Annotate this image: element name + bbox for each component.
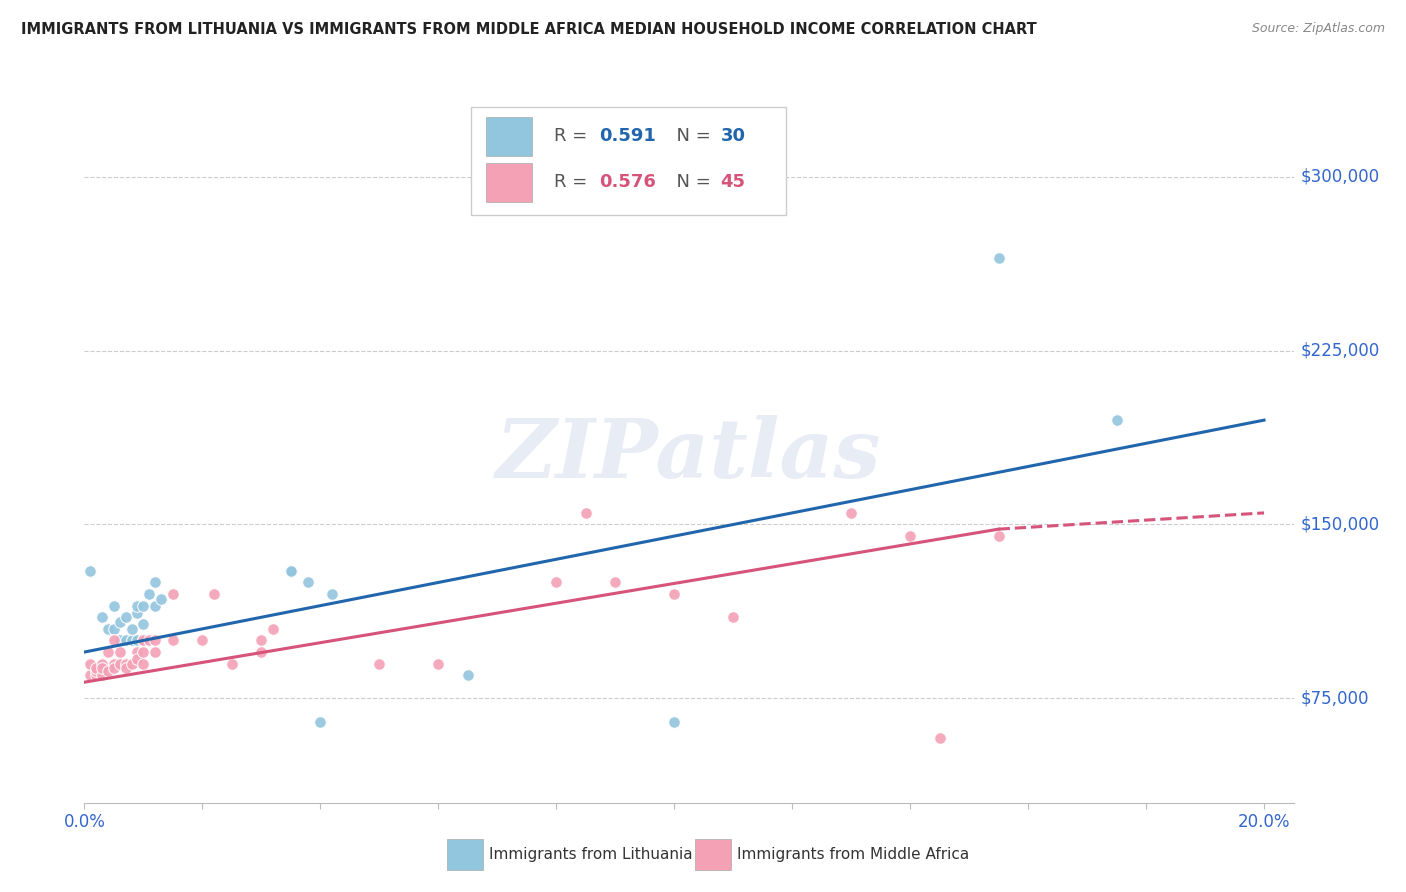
Point — [250, 645, 273, 659]
Point — [108, 657, 131, 671]
Point — [280, 564, 302, 578]
Point — [143, 633, 166, 648]
Point — [79, 564, 101, 578]
Text: N =: N = — [665, 128, 716, 145]
Text: ZIPatlas: ZIPatlas — [496, 415, 882, 495]
Point — [143, 575, 166, 590]
Point — [108, 615, 131, 629]
Point — [127, 599, 149, 613]
Text: $150,000: $150,000 — [1301, 516, 1379, 533]
Point — [987, 251, 1010, 265]
Point — [664, 587, 686, 601]
Point — [84, 664, 107, 678]
Point — [138, 633, 160, 648]
Text: Immigrants from Middle Africa: Immigrants from Middle Africa — [737, 847, 970, 862]
Point — [898, 529, 921, 543]
Point — [143, 645, 166, 659]
Point — [250, 633, 273, 648]
Text: N =: N = — [665, 173, 716, 191]
Point — [114, 610, 136, 624]
Bar — [486, 118, 531, 156]
Point — [605, 575, 627, 590]
Point — [280, 564, 302, 578]
Point — [132, 657, 155, 671]
FancyBboxPatch shape — [471, 107, 786, 215]
Point — [664, 714, 686, 729]
Point — [132, 599, 155, 613]
Point — [103, 633, 125, 648]
Point — [97, 664, 120, 678]
Point — [114, 633, 136, 648]
Point — [121, 633, 143, 648]
Point — [79, 657, 101, 671]
Point — [309, 714, 332, 729]
Point — [91, 661, 114, 675]
Point — [97, 645, 120, 659]
Point — [150, 591, 173, 606]
Point — [457, 668, 479, 682]
Point — [132, 645, 155, 659]
Point — [114, 657, 136, 671]
Point — [839, 506, 862, 520]
Point — [262, 622, 284, 636]
Text: $225,000: $225,000 — [1301, 342, 1379, 359]
Text: Source: ZipAtlas.com: Source: ZipAtlas.com — [1251, 22, 1385, 36]
Point — [721, 610, 744, 624]
Point — [127, 606, 149, 620]
Text: R =: R = — [554, 173, 592, 191]
Text: IMMIGRANTS FROM LITHUANIA VS IMMIGRANTS FROM MIDDLE AFRICA MEDIAN HOUSEHOLD INCO: IMMIGRANTS FROM LITHUANIA VS IMMIGRANTS … — [21, 22, 1036, 37]
Point — [114, 661, 136, 675]
Point — [97, 622, 120, 636]
Point — [103, 622, 125, 636]
Point — [84, 661, 107, 675]
Point — [202, 587, 225, 601]
Text: 45: 45 — [720, 173, 745, 191]
Point — [127, 652, 149, 666]
Bar — [486, 163, 531, 202]
Point — [368, 657, 391, 671]
Bar — [695, 839, 731, 871]
Point — [191, 633, 214, 648]
Point — [138, 587, 160, 601]
Point — [103, 599, 125, 613]
Point — [127, 633, 149, 648]
Text: 0.576: 0.576 — [599, 173, 657, 191]
Point — [162, 587, 184, 601]
Bar — [447, 839, 484, 871]
Point — [91, 610, 114, 624]
Point — [221, 657, 243, 671]
Point — [162, 633, 184, 648]
Point — [143, 599, 166, 613]
Text: $300,000: $300,000 — [1301, 168, 1379, 186]
Point — [546, 575, 568, 590]
Text: R =: R = — [554, 128, 592, 145]
Point — [103, 657, 125, 671]
Point — [127, 645, 149, 659]
Point — [987, 529, 1010, 543]
Point — [1105, 413, 1128, 427]
Point — [132, 633, 155, 648]
Text: Immigrants from Lithuania: Immigrants from Lithuania — [489, 847, 693, 862]
Point — [121, 622, 143, 636]
Point — [108, 633, 131, 648]
Point — [79, 668, 101, 682]
Text: 30: 30 — [720, 128, 745, 145]
Point — [132, 617, 155, 632]
Point — [121, 657, 143, 671]
Point — [297, 575, 319, 590]
Point — [84, 668, 107, 682]
Point — [103, 661, 125, 675]
Point — [427, 657, 450, 671]
Point — [132, 633, 155, 648]
Point — [108, 645, 131, 659]
Point — [928, 731, 950, 745]
Point — [575, 506, 598, 520]
Point — [91, 657, 114, 671]
Text: $75,000: $75,000 — [1301, 690, 1369, 707]
Point — [91, 668, 114, 682]
Point — [321, 587, 343, 601]
Text: 0.591: 0.591 — [599, 128, 657, 145]
